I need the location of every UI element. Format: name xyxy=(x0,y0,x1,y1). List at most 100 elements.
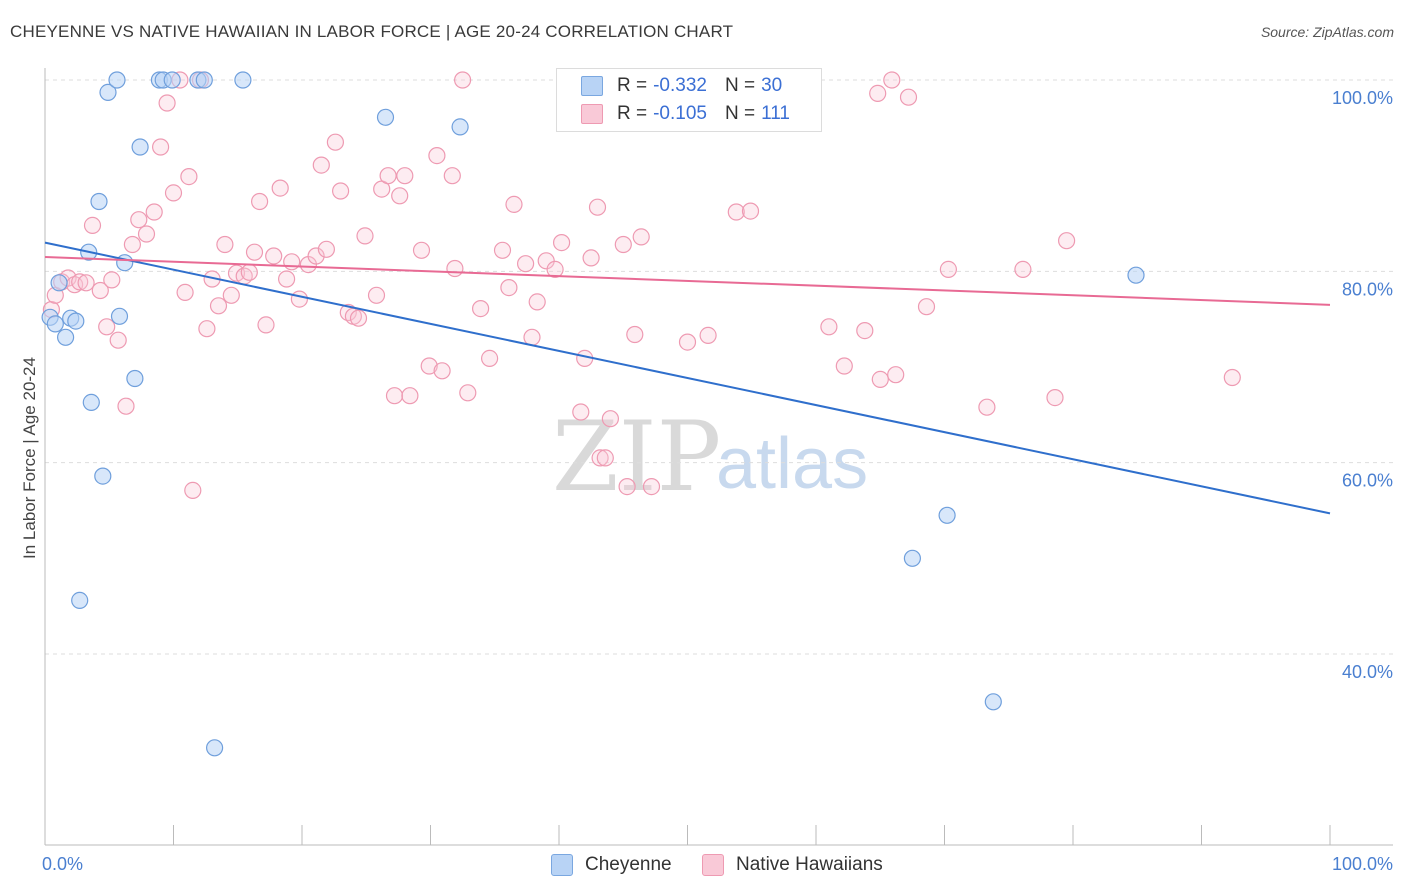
native-hawaiians-point xyxy=(505,195,523,213)
native-hawaiians-point xyxy=(820,318,838,336)
native-hawaiians-point xyxy=(145,203,163,221)
y-tick-label-60: 60.0% xyxy=(1342,471,1393,491)
native-hawaiians-r-value: -0.105 xyxy=(653,103,707,124)
cheyenne-point xyxy=(90,192,108,211)
native-hawaiians-point xyxy=(391,187,409,205)
native-hawaiians-point xyxy=(446,259,464,278)
native-hawaiians-point xyxy=(176,283,194,301)
axes xyxy=(44,68,1393,846)
n-label: N = xyxy=(724,75,756,96)
native-hawaiians-point xyxy=(516,255,535,273)
chart-title: CHEYENNE VS NATIVE HAWAIIAN IN LABOR FOR… xyxy=(10,22,734,41)
chart-source: Source: ZipAtlas.com xyxy=(1260,24,1394,40)
y-tick-label-80: 80.0% xyxy=(1342,279,1393,299)
y-tick-label-40: 40.0% xyxy=(1342,662,1393,682)
native-hawaiians-point xyxy=(216,235,234,254)
native-hawaiians-point xyxy=(209,297,228,315)
native-hawaiians-point xyxy=(158,94,176,112)
native-hawaiians-point xyxy=(184,481,202,499)
native-hawaiians-point xyxy=(412,241,431,259)
y-tick-label-100: 100.0% xyxy=(1332,88,1393,108)
cheyenne-point xyxy=(82,393,100,411)
native-hawaiians-point xyxy=(164,184,183,202)
native-hawaiians-point xyxy=(117,397,135,415)
cheyenne-point xyxy=(116,254,134,272)
r-label: R = xyxy=(617,75,648,96)
native-hawaiians-legend-swatch xyxy=(702,854,724,876)
native-hawaiians-point xyxy=(152,138,170,156)
native-hawaiians-legend-label: Native Hawaiians xyxy=(736,854,883,875)
native-hawaiians-point xyxy=(727,203,745,221)
cheyenne-legend-label: Cheyenne xyxy=(585,854,672,875)
native-hawaiians-point xyxy=(283,253,301,271)
watermark-atlas: atlas xyxy=(716,424,868,504)
x-tick-label-max: 100.0% xyxy=(1332,854,1393,874)
native-hawaiians-point xyxy=(978,398,996,416)
cheyenne-point xyxy=(108,71,126,89)
native-hawaiians-point xyxy=(401,387,419,405)
native-hawaiians-point xyxy=(588,198,607,216)
native-hawaiians-point xyxy=(1014,260,1032,278)
native-hawaiians-point xyxy=(433,362,451,380)
cheyenne-point xyxy=(94,467,112,485)
native-hawaiians-point xyxy=(180,168,198,186)
native-hawaiians-point xyxy=(887,366,905,384)
cheyenne-point xyxy=(67,312,85,330)
native-hawaiians-point xyxy=(71,273,89,291)
native-hawaiians-point xyxy=(591,449,609,467)
native-hawaiians-point xyxy=(528,293,546,311)
native-hawaiians-point xyxy=(109,331,127,349)
native-hawaiians-point xyxy=(454,71,472,89)
cheyenne-point xyxy=(451,118,469,136)
native-hawaiians-point xyxy=(379,167,397,185)
cheyenne-point xyxy=(50,274,68,292)
native-hawaiians-point xyxy=(552,234,571,252)
native-hawaiians-point xyxy=(265,247,283,265)
cheyenne-n-value: 30 xyxy=(761,75,783,96)
native-hawaiians-point xyxy=(312,156,330,174)
native-hawaiians-point xyxy=(349,309,368,327)
native-hawaiians-point xyxy=(899,88,918,106)
legend-row-native-hawaiians: R = -0.105 N = 111 xyxy=(581,101,790,127)
native-hawaiians-point xyxy=(271,179,289,197)
native-hawaiians-point xyxy=(472,300,490,318)
native-hawaiians-point xyxy=(245,243,264,261)
n-label: N = xyxy=(724,103,756,124)
native-hawaiians-point xyxy=(1223,368,1241,387)
native-hawaiians-point xyxy=(626,325,644,344)
native-hawaiians-point xyxy=(917,298,936,316)
native-hawaiians-point xyxy=(91,281,109,300)
trend-lines xyxy=(44,241,1331,515)
cheyenne-point xyxy=(1127,266,1145,284)
native-hawaiians-point xyxy=(883,71,901,89)
y-tick-labels: 40.0% 60.0% 80.0% 100.0% xyxy=(1332,88,1393,682)
native-hawaiians-point xyxy=(222,286,240,304)
native-hawaiians-point xyxy=(385,387,404,405)
native-hawaiians-point xyxy=(278,270,296,288)
native-hawaiians-point xyxy=(596,449,614,467)
cheyenne-point xyxy=(46,315,64,333)
cheyenne-point xyxy=(99,83,117,102)
cheyenne-swatch xyxy=(581,76,603,96)
native-hawaiians-point xyxy=(356,227,374,245)
correlation-legend: R = -0.332 N = 30 R = -0.105 N = 111 xyxy=(556,68,822,132)
native-hawaiians-point xyxy=(939,260,958,278)
native-hawaiians-point xyxy=(198,320,216,338)
native-hawaiians-point xyxy=(618,478,636,496)
native-hawaiians-point xyxy=(326,133,344,151)
legend-row-cheyenne: R = -0.332 N = 30 xyxy=(581,73,782,99)
cheyenne-legend-swatch xyxy=(551,854,573,876)
cheyenne-point xyxy=(110,307,129,325)
native-hawaiians-point xyxy=(443,167,461,185)
native-hawaiians-trend-line xyxy=(44,255,1331,306)
cheyenne-point xyxy=(131,138,149,156)
native-hawaiians-point xyxy=(130,211,148,229)
native-hawaiians-point xyxy=(137,225,156,243)
native-hawaiians-point xyxy=(83,216,102,234)
native-hawaiians-point xyxy=(307,247,325,265)
native-hawaiians-n-value: 111 xyxy=(761,103,790,124)
cheyenne-point xyxy=(71,591,89,610)
native-hawaiians-point xyxy=(396,167,414,185)
native-hawaiians-point xyxy=(257,316,275,334)
